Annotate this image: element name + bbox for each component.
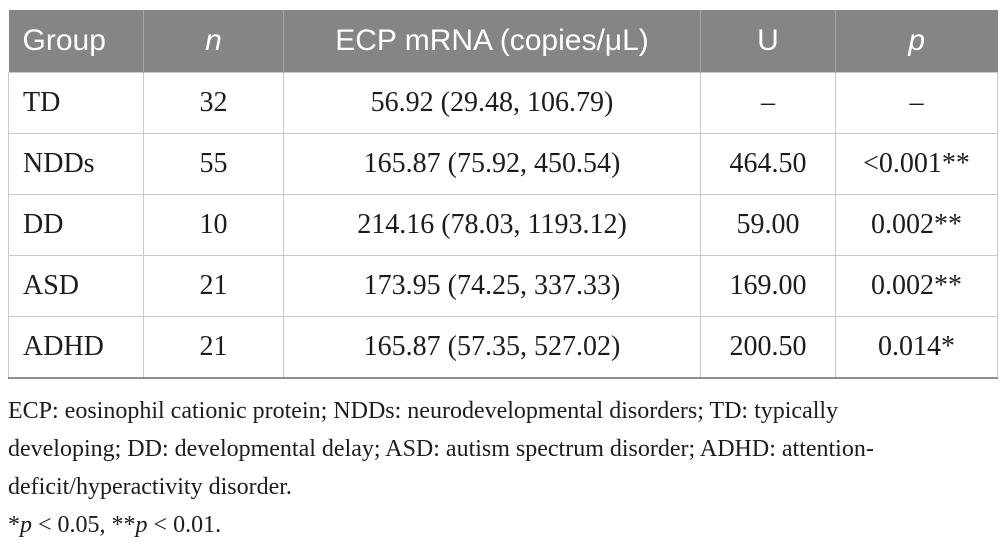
cell-n: 32 bbox=[143, 72, 284, 134]
column-header-n: n bbox=[143, 10, 284, 73]
cell-p: 0.014* bbox=[835, 316, 998, 379]
table-row: ASD 21 173.95 (74.25, 337.33) 169.00 0.0… bbox=[8, 255, 998, 317]
cell-u: 464.50 bbox=[700, 133, 836, 195]
cell-group: DD bbox=[8, 194, 144, 256]
header-row: Group n ECP mRNA (copies/μL) U p bbox=[8, 10, 998, 73]
column-header-p: p bbox=[835, 10, 998, 73]
abbreviations-note-line: deficit/hyperactivity disorder. bbox=[8, 474, 292, 500]
cell-group: ASD bbox=[8, 255, 144, 317]
cell-n: 21 bbox=[143, 316, 284, 379]
cell-ecp: 165.87 (57.35, 527.02) bbox=[283, 316, 701, 379]
table-header: Group n ECP mRNA (copies/μL) U p bbox=[8, 10, 998, 73]
column-header-group: Group bbox=[8, 10, 144, 73]
cell-group: ADHD bbox=[8, 316, 144, 379]
cell-ecp: 56.92 (29.48, 106.79) bbox=[283, 72, 701, 134]
table-row: TD 32 56.92 (29.48, 106.79) – – bbox=[8, 72, 998, 134]
cell-p: <0.001** bbox=[835, 133, 998, 195]
cell-u: – bbox=[700, 72, 836, 134]
column-header-ecp-mrna: ECP mRNA (copies/μL) bbox=[283, 10, 701, 73]
cell-ecp: 214.16 (78.03, 1193.12) bbox=[283, 194, 701, 256]
cell-n: 21 bbox=[143, 255, 284, 317]
cell-group: NDDs bbox=[8, 133, 144, 195]
cell-group: TD bbox=[8, 72, 144, 134]
cell-p: – bbox=[835, 72, 998, 134]
cell-n: 10 bbox=[143, 194, 284, 256]
table-footnotes: ECP: eosinophil cationic protein; NDDs: … bbox=[8, 392, 997, 544]
table-row: ADHD 21 165.87 (57.35, 527.02) 200.50 0.… bbox=[8, 316, 998, 379]
abbreviations-note-line: developing; DD: developmental delay; ASD… bbox=[8, 436, 874, 462]
cell-ecp: 165.87 (75.92, 450.54) bbox=[283, 133, 701, 195]
significance-note: *p < 0.05, **p < 0.01. bbox=[8, 512, 222, 538]
table-body: TD 32 56.92 (29.48, 106.79) – – NDDs 55 … bbox=[8, 72, 998, 379]
cell-p: 0.002** bbox=[835, 194, 998, 256]
cell-u: 200.50 bbox=[700, 316, 836, 379]
ecp-mrna-comparison-table: Group n ECP mRNA (copies/μL) U p TD 32 5… bbox=[8, 10, 998, 379]
cell-u: 59.00 bbox=[700, 194, 836, 256]
table-row: DD 10 214.16 (78.03, 1193.12) 59.00 0.00… bbox=[8, 194, 998, 256]
cell-ecp: 173.95 (74.25, 337.33) bbox=[283, 255, 701, 317]
column-header-u: U bbox=[700, 10, 836, 73]
abbreviations-note-line: ECP: eosinophil cationic protein; NDDs: … bbox=[8, 398, 839, 424]
cell-u: 169.00 bbox=[700, 255, 836, 317]
table-row: NDDs 55 165.87 (75.92, 450.54) 464.50 <0… bbox=[8, 133, 998, 195]
cell-n: 55 bbox=[143, 133, 284, 195]
cell-p: 0.002** bbox=[835, 255, 998, 317]
